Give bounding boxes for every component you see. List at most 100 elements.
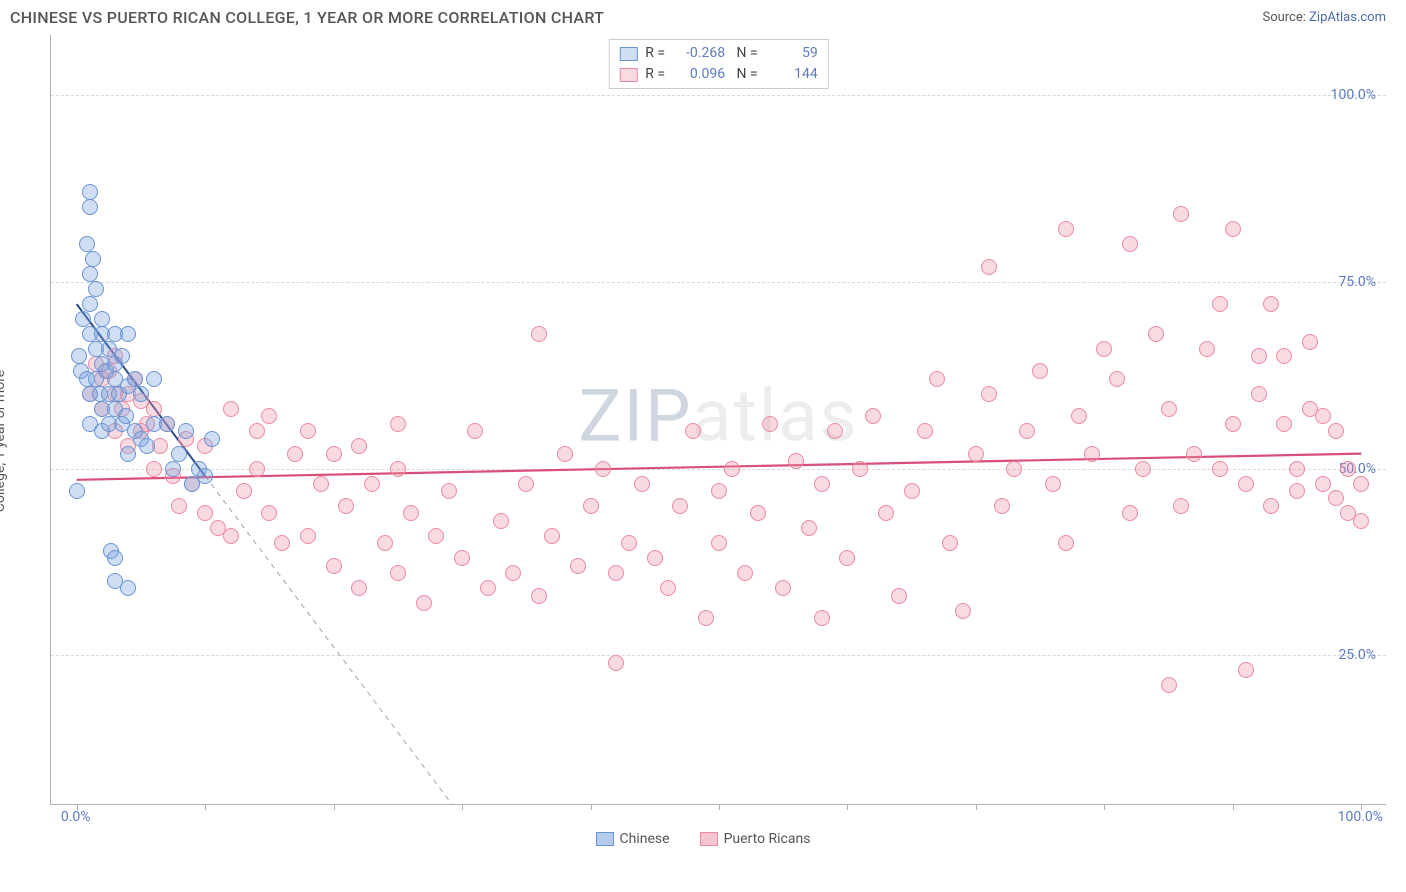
- data-point: [634, 476, 650, 492]
- data-point: [133, 386, 149, 402]
- data-point: [1161, 677, 1177, 693]
- legend-label: Puerto Ricans: [724, 831, 811, 847]
- xtick-label: 0.0%: [61, 809, 91, 825]
- data-point: [390, 565, 406, 581]
- data-point: [685, 423, 701, 439]
- data-point: [428, 528, 444, 544]
- data-point: [1276, 416, 1292, 432]
- data-point: [891, 588, 907, 604]
- ytick-label: 75.0%: [1338, 274, 1376, 290]
- data-point: [171, 498, 187, 514]
- data-point: [338, 498, 354, 514]
- data-point: [300, 423, 316, 439]
- chart-title: CHINESE VS PUERTO RICAN COLLEGE, 1 YEAR …: [10, 8, 604, 27]
- data-point: [647, 550, 663, 566]
- data-point: [1173, 206, 1189, 222]
- data-point: [85, 251, 101, 267]
- data-point: [1251, 348, 1267, 364]
- data-point: [621, 535, 637, 551]
- data-point: [583, 498, 599, 514]
- data-point: [1328, 490, 1344, 506]
- swatch-puerto-rican: [619, 68, 637, 82]
- data-point: [1302, 334, 1318, 350]
- data-point: [839, 550, 855, 566]
- data-point: [1315, 408, 1331, 424]
- data-point: [1186, 446, 1202, 462]
- data-point: [236, 483, 252, 499]
- data-point: [1058, 535, 1074, 551]
- data-point: [107, 550, 123, 566]
- data-point: [146, 401, 162, 417]
- data-point: [1238, 476, 1254, 492]
- data-point: [1225, 416, 1241, 432]
- data-point: [814, 476, 830, 492]
- data-point: [994, 498, 1010, 514]
- ytick-label: 100.0%: [1331, 87, 1376, 103]
- data-point: [178, 423, 194, 439]
- data-point: [1173, 498, 1189, 514]
- data-point: [82, 184, 98, 200]
- data-point: [724, 461, 740, 477]
- gridline: [51, 655, 1386, 656]
- data-point: [814, 610, 830, 626]
- data-point: [1263, 498, 1279, 514]
- n-value-chinese: 59: [766, 43, 818, 64]
- n-value-puerto-rican: 144: [766, 64, 818, 85]
- data-point: [981, 386, 997, 402]
- data-point: [120, 580, 136, 596]
- data-point: [326, 558, 342, 574]
- data-point: [865, 408, 881, 424]
- data-point: [660, 580, 676, 596]
- data-point: [249, 423, 265, 439]
- data-point: [518, 476, 534, 492]
- data-point: [595, 461, 611, 477]
- data-point: [364, 476, 380, 492]
- data-point: [403, 505, 419, 521]
- data-point: [852, 461, 868, 477]
- data-point: [1328, 423, 1344, 439]
- data-point: [274, 535, 290, 551]
- data-point: [1135, 461, 1151, 477]
- data-point: [480, 580, 496, 596]
- r-value-puerto-rican: 0.096: [673, 64, 725, 85]
- legend-swatch: [700, 832, 718, 846]
- data-point: [981, 259, 997, 275]
- correlation-legend: R = -0.268 N = 59 R = 0.096 N = 144: [608, 39, 828, 89]
- data-point: [1058, 221, 1074, 237]
- data-point: [1340, 461, 1356, 477]
- data-point: [608, 565, 624, 581]
- data-point: [69, 483, 85, 499]
- data-point: [127, 371, 143, 387]
- gridline: [51, 95, 1386, 96]
- data-point: [557, 446, 573, 462]
- data-point: [249, 461, 265, 477]
- data-point: [120, 326, 136, 342]
- source-link[interactable]: ZipAtlas.com: [1309, 10, 1386, 25]
- data-point: [801, 520, 817, 536]
- data-point: [159, 416, 175, 432]
- data-point: [82, 199, 98, 215]
- r-value-chinese: -0.268: [673, 43, 725, 64]
- trend-lines: [51, 35, 1387, 805]
- data-point: [416, 595, 432, 611]
- legend-row-chinese: R = -0.268 N = 59: [619, 43, 817, 64]
- data-point: [1212, 296, 1228, 312]
- data-point: [531, 588, 547, 604]
- swatch-chinese: [619, 47, 637, 61]
- legend-item: Puerto Ricans: [700, 831, 811, 847]
- chart-header: CHINESE VS PUERTO RICAN COLLEGE, 1 YEAR …: [0, 0, 1406, 31]
- data-point: [827, 423, 843, 439]
- data-point: [351, 438, 367, 454]
- data-point: [955, 603, 971, 619]
- data-point: [1353, 476, 1369, 492]
- data-point: [1071, 408, 1087, 424]
- data-point: [1225, 221, 1241, 237]
- data-point: [261, 408, 277, 424]
- data-point: [788, 453, 804, 469]
- data-point: [1122, 236, 1138, 252]
- data-point: [139, 438, 155, 454]
- data-point: [878, 505, 894, 521]
- data-point: [300, 528, 316, 544]
- data-point: [672, 498, 688, 514]
- data-point: [114, 348, 130, 364]
